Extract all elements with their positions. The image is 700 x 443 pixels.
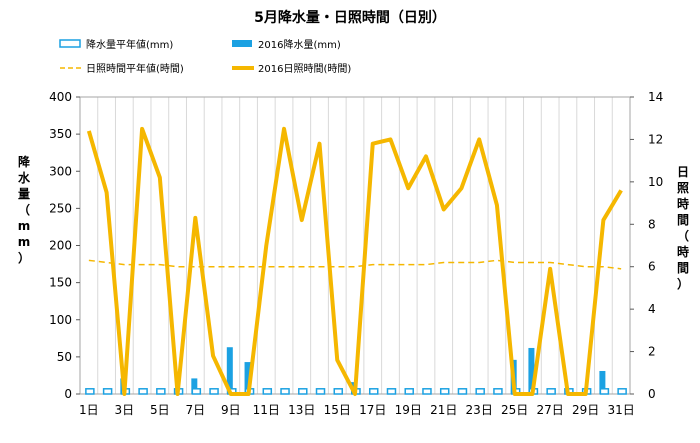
sunshine-normal-line	[88, 259, 622, 270]
x-tick-label: 9日	[221, 403, 241, 417]
precip-2016-bar	[528, 347, 535, 394]
y-left-tick-label: 400	[49, 90, 72, 104]
y-right-tick-label: 0	[648, 387, 656, 401]
legend-label: 降水量平年値(mm)	[86, 38, 173, 51]
axis-title-char: 時	[677, 196, 689, 211]
precip-2016-bar	[599, 370, 606, 394]
x-tick-label: 3日	[115, 403, 135, 417]
legend-symbol	[232, 40, 252, 47]
legend-label: 2016日照時間(時間)	[258, 63, 351, 75]
x-tick-label: 27日	[537, 403, 564, 417]
y-right-tick-label: 2	[648, 345, 656, 359]
legend-label: 2016降水量(mm)	[258, 38, 341, 51]
precip-normal-bar	[617, 388, 627, 395]
x-tick-label: 13日	[288, 403, 315, 417]
precip-normal-bar	[439, 388, 450, 395]
legend: 降水量平年値(mm) 2016降水量(mm) 日照時間平年値(時間) 2016日照時間…	[59, 38, 351, 75]
x-tick-label: 5日	[150, 403, 170, 417]
axis-title-char: （	[18, 202, 30, 217]
x-tick-label: 11日	[253, 403, 280, 417]
y-right-tick-label: 10	[648, 175, 663, 189]
y-right-tick-label: 4	[648, 302, 656, 316]
axis-title-char: ）	[18, 250, 30, 265]
y-axis-left-label: 降水量（mm）	[18, 154, 31, 265]
y-right-tick-label: 14	[648, 90, 663, 104]
precip-normal-bar	[368, 388, 379, 395]
axis-title-char: m	[18, 235, 31, 249]
y-left-tick-label: 150	[49, 276, 72, 290]
precip-normal-bar	[386, 388, 397, 395]
axis-title-char: （	[677, 228, 689, 243]
plot-area-border	[79, 96, 631, 395]
axis-title-char: 量	[18, 187, 30, 201]
y-axis-right: 0 2 4 6 8 10 12 14	[630, 90, 663, 401]
x-tick-label: 21日	[430, 403, 457, 417]
x-tick-label: 15日	[324, 403, 351, 417]
precip-normal-bar	[333, 388, 344, 395]
x-tick-label: 31日	[607, 403, 634, 417]
precip-normal-bar	[315, 388, 326, 395]
x-tick-label: 23日	[466, 403, 493, 417]
y-right-tick-label: 8	[648, 217, 656, 231]
x-tick-label: 29日	[572, 403, 599, 417]
precip-normal-bar	[280, 388, 290, 395]
axis-title-char: 時	[677, 244, 689, 259]
x-tick-label: 19日	[395, 403, 422, 417]
axis-title-char: 照	[677, 180, 689, 195]
precip-normal-bar	[404, 388, 414, 395]
y-axis-left: 0 50 100 150 200 250 300 350 400	[49, 90, 80, 401]
y-right-tick-label: 12	[648, 132, 663, 146]
axis-title-char: 間	[677, 261, 689, 275]
precip-2016-bar	[191, 378, 198, 394]
precip-2016-bar	[226, 347, 233, 394]
x-tick-label: 25日	[501, 403, 528, 417]
precip-normal-bar	[493, 388, 503, 395]
y-left-tick-label: 100	[49, 313, 72, 327]
precip-normal-bar	[156, 388, 166, 395]
legend-symbol	[59, 39, 81, 48]
precip-normal-bar	[457, 388, 468, 395]
y-left-tick-label: 200	[49, 239, 72, 253]
precip-normal-bar	[599, 388, 610, 395]
axis-title-char: 日	[677, 165, 689, 179]
legend-label: 日照時間平年値(時間)	[86, 62, 184, 75]
axis-title-char: 水	[18, 170, 31, 185]
precip-normal-bar	[422, 388, 432, 395]
precip-normal-bar	[475, 388, 485, 395]
precip-normal-bar	[209, 388, 219, 395]
axis-title-char: ）	[677, 276, 689, 291]
axis-title-char: m	[18, 219, 31, 233]
precip-normal-bar	[262, 388, 273, 395]
y-left-tick-label: 350	[49, 127, 72, 141]
y-left-tick-label: 50	[57, 350, 72, 364]
axis-title-char: 間	[677, 213, 689, 227]
y-right-tick-label: 6	[648, 260, 656, 274]
y-axis-right-label: 日照時間（時間）	[677, 165, 689, 291]
precip-normal-bar	[102, 388, 113, 395]
sunshine-2016-line	[86, 126, 623, 396]
precip-normal-bar	[85, 388, 95, 395]
y-left-tick-label: 250	[49, 201, 72, 215]
precip-normal-bar	[138, 388, 148, 395]
chart-title: 5月降水量・日照時間（日別）	[254, 9, 446, 26]
precip-normal-bar	[298, 388, 308, 395]
precip-normal-bar	[546, 388, 556, 395]
y-left-tick-label: 300	[49, 164, 72, 178]
precip-2016-bar	[244, 362, 251, 394]
precip-normal-bar	[191, 388, 202, 395]
x-axis: 1日 3日 5日 7日 9日 11日 13日 15日 17日 19日 21日 23日 25日 27日 29日…	[79, 403, 635, 417]
y-left-tick-label: 0	[64, 387, 72, 401]
x-tick-label: 7日	[186, 403, 206, 417]
axis-title-char: 降	[18, 154, 31, 169]
x-tick-label: 17日	[359, 403, 386, 417]
x-tick-label: 1日	[79, 403, 99, 417]
